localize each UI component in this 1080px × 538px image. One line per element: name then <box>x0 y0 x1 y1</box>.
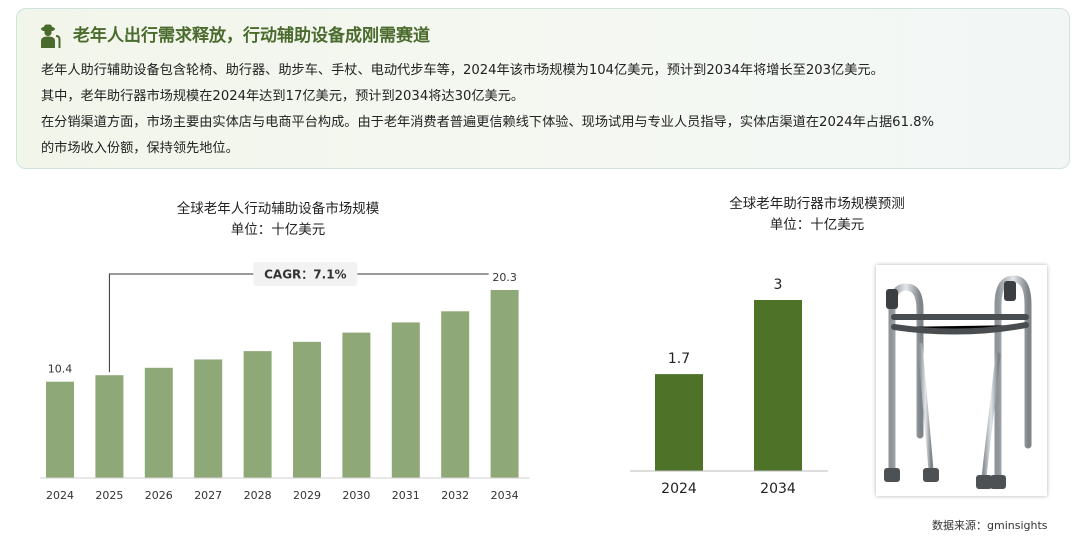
chart1-xtick-2032: 2032 <box>441 489 469 502</box>
chart1-label-2024: 10.4 <box>48 363 73 376</box>
chart1-cagr-bracket <box>108 273 489 373</box>
chart2-xtick-2034: 2034 <box>760 481 796 497</box>
chart1-cagr-label: CAGR：7.1% <box>264 268 346 282</box>
chart1-subtitle: 单位：十亿美元 <box>230 222 326 238</box>
chart1-title: 全球老年人行动辅助设备市场规模 <box>176 201 380 217</box>
chart1-xtick-2031: 2031 <box>392 489 420 502</box>
chart1-label-2034: 20.3 <box>492 271 517 284</box>
chart1: 2024 10.4 2025 2026 2027 2028 2029 2030 2031 2032… <box>40 262 530 502</box>
chart1-xtick-2024: 2024 <box>46 489 74 502</box>
chart2-xtick-2024: 2024 <box>661 481 697 497</box>
chart2-bar-2024 <box>655 374 703 471</box>
chart2-title: 全球老年助行器市场规模预测 <box>729 196 905 212</box>
chart1-xtick-2030: 2030 <box>342 489 370 502</box>
chart1-bar-2027 <box>194 359 223 478</box>
chart1-bar-2028 <box>243 351 272 478</box>
chart1-bar-2025 <box>95 375 124 478</box>
data-source: 数据来源：gminsights <box>932 519 1048 532</box>
chart1-cagr-box <box>253 262 358 286</box>
chart1-title-block: 全球老年人行动辅助设备市场规模 单位：十亿美元 <box>158 199 398 241</box>
info-box: 老年人出行需求释放，行动辅助设备成刚需赛道 老年人助行辅助设备包含轮椅、助行器、… <box>16 8 1070 169</box>
chart1-xtick-2029: 2029 <box>293 489 321 502</box>
chart1-bar-2032 <box>441 311 470 478</box>
chart1-bar-2024 <box>46 381 74 478</box>
chart1-xtick-2026: 2026 <box>145 489 173 502</box>
chart2: 2024 1.7 2034 3 <box>630 277 828 497</box>
chart2-bar-2034 <box>754 300 802 471</box>
info-title: 老年人出行需求释放，行动辅助设备成刚需赛道 <box>73 26 430 46</box>
info-line-2: 其中，老年助行器市场规模在2024年达到17亿美元，预计到2034将达30亿美元… <box>41 89 525 104</box>
info-line-1: 老年人助行辅助设备包含轮椅、助行器、助步车、手杖、电动代步车等，2024年该市场… <box>41 63 884 78</box>
walker-icon <box>884 275 1032 489</box>
chart2-label-2024: 1.7 <box>668 351 690 367</box>
chart1-xtick-2028: 2028 <box>244 489 272 502</box>
chart1-xtick-2034: 2034 <box>491 489 519 502</box>
chart1-xtick-2027: 2027 <box>194 489 222 502</box>
info-line-3: 在分销渠道方面，市场主要由实体店与电商平台构成。由于老年消费者普遍更信赖线下体验… <box>41 115 935 130</box>
chart1-bar-2031 <box>391 322 420 478</box>
chart1-xtick-2025: 2025 <box>95 489 123 502</box>
chart2-title-block: 全球老年助行器市场规模预测 单位：十亿美元 <box>697 194 937 236</box>
chart1-bar-2030 <box>342 332 371 478</box>
chart1-bar-2034 <box>490 290 519 478</box>
chart2-subtitle: 单位：十亿美元 <box>769 217 865 233</box>
elderly-person-icon <box>41 24 61 48</box>
chart2-label-2034: 3 <box>774 277 783 293</box>
chart1-bar-2029 <box>293 341 321 478</box>
chart1-bar-2026 <box>144 367 173 478</box>
info-line-4: 的市场收入份额，保持领先地位。 <box>41 141 239 156</box>
walker-photo <box>876 265 1047 496</box>
